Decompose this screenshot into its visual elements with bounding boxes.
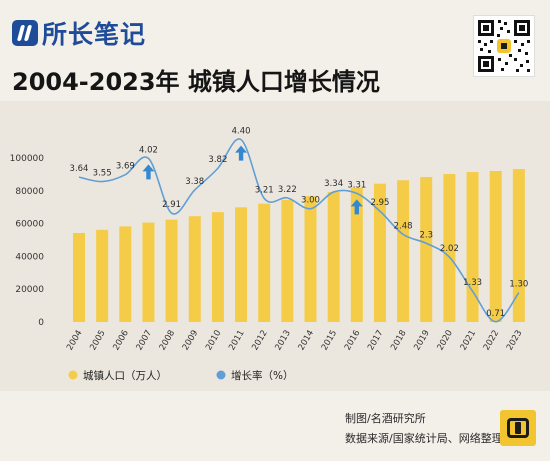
bar-2022 [489, 171, 502, 322]
footer-credit: 制图/名酒研究所 [345, 412, 426, 425]
rate-label-2008: 2.91 [162, 200, 181, 210]
up-arrow-icon-2011 [235, 145, 248, 161]
bar-2011 [235, 207, 248, 322]
rate-label-2022: 0.71 [486, 309, 505, 319]
rate-label-2017: 2.95 [370, 198, 389, 208]
bar-2010 [211, 212, 224, 322]
rate-label-2023: 1.30 [509, 280, 528, 290]
y-tick-label: 20000 [15, 285, 44, 295]
rate-label-2021: 1.33 [463, 278, 482, 288]
legend-line-label: 增长率（%） [231, 369, 293, 382]
legend-line-swatch [216, 370, 226, 380]
y-tick-label: 0 [38, 318, 44, 328]
up-arrow-icon-2007 [142, 164, 155, 180]
rate-label-2014: 3.00 [301, 196, 320, 206]
bar-series [73, 169, 525, 322]
chart-title: 2004-2023年 城镇人口增长情况 [12, 68, 380, 96]
rate-label-2005: 3.55 [93, 169, 112, 179]
bar-2016 [350, 187, 363, 322]
bar-2013 [281, 199, 294, 322]
rate-label-2020: 2.02 [440, 244, 459, 254]
logo-mark-icon [12, 20, 38, 46]
bar-2014 [304, 196, 317, 322]
bar-2021 [466, 172, 479, 322]
rate-label-2019: 2.3 [419, 230, 433, 240]
legend-bar-label: 城镇人口（万人） [83, 369, 167, 382]
plot-band [0, 101, 550, 391]
rate-label-2012: 3.21 [255, 185, 274, 195]
highlight-arrows [142, 145, 363, 215]
bar-2005 [96, 229, 109, 322]
y-axis: 0 20000 40000 60000 80000 100000 [10, 154, 45, 328]
rate-label-2009: 3.38 [185, 177, 204, 187]
legend: 城镇人口（万人） 增长率（%） [68, 369, 293, 382]
bar-2017 [373, 183, 386, 322]
rate-label-2006: 3.69 [116, 162, 135, 172]
y-tick-label: 100000 [10, 154, 45, 164]
y-tick-label: 40000 [15, 252, 44, 262]
bar-2007 [142, 222, 155, 322]
line-data-labels: 3.64 3.55 3.69 4.02 2.91 3.38 3.82 4.40 3.21 3.22… [70, 127, 529, 319]
bar-2008 [165, 219, 178, 322]
bar-2020 [443, 174, 456, 322]
rate-label-2016: 3.31 [347, 180, 366, 190]
y-tick-label: 60000 [15, 220, 44, 230]
bar-2023 [512, 169, 525, 322]
bar-2018 [397, 180, 410, 322]
footer-source: 数据来源/国家统计局、网络整理 [345, 432, 503, 445]
logo: 所长笔记 [12, 16, 146, 50]
rate-label-2007: 4.02 [139, 145, 158, 155]
bar-2015 [327, 191, 340, 322]
bar-2019 [420, 176, 433, 322]
bar-2012 [258, 203, 271, 322]
rate-label-2015: 3.34 [324, 179, 343, 189]
bar-2006 [119, 226, 132, 322]
legend-bar-swatch [68, 370, 78, 380]
rate-label-2013: 3.22 [278, 185, 297, 195]
y-tick-label: 80000 [15, 187, 44, 197]
logo-text: 所长笔记 [42, 20, 147, 49]
rate-label-2011: 4.40 [232, 127, 251, 137]
rate-label-2010: 3.82 [208, 155, 227, 165]
bar-2009 [188, 216, 201, 322]
qr-code-icon [473, 15, 535, 77]
growth-rate-line [78, 138, 520, 323]
up-arrow-icon-2016 [350, 199, 363, 215]
rate-label-2018: 2.48 [394, 221, 413, 231]
bar-2004 [73, 232, 85, 322]
brand-seal-icon [500, 410, 536, 446]
line-series [78, 138, 520, 323]
rate-label-2004: 3.64 [70, 164, 89, 174]
